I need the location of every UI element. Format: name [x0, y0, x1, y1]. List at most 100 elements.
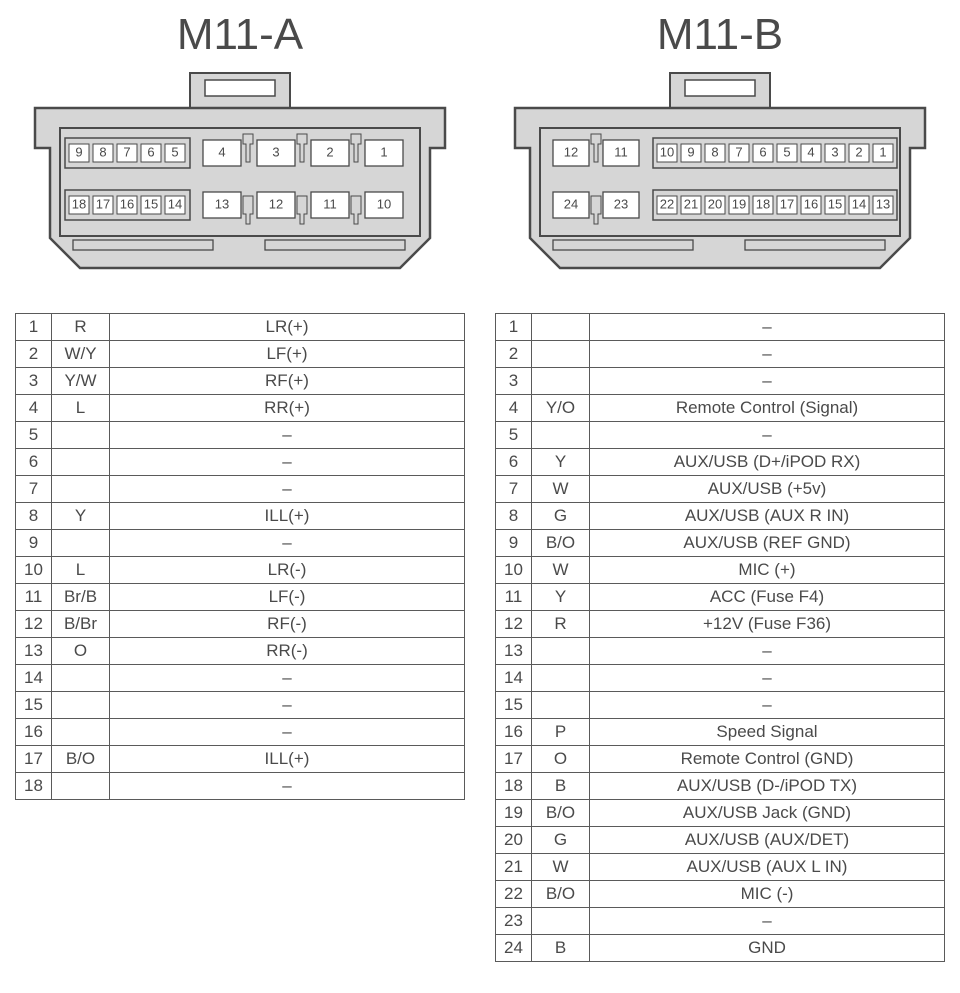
wire-color: B	[532, 935, 590, 962]
wire-color: B/O	[52, 746, 110, 773]
wire-color: Y/W	[52, 368, 110, 395]
svg-text:13: 13	[876, 196, 890, 211]
svg-text:4: 4	[218, 144, 225, 159]
pin-desc: LR(+)	[110, 314, 465, 341]
svg-text:21: 21	[684, 196, 698, 211]
pin-desc: –	[110, 665, 465, 692]
pin-desc: –	[110, 449, 465, 476]
table-row: 16PSpeed Signal	[496, 719, 945, 746]
pin-desc: ILL(+)	[110, 503, 465, 530]
wire-color: Y/O	[532, 395, 590, 422]
table-row: 18BAUX/USB (D-/iPOD TX)	[496, 773, 945, 800]
wire-color	[52, 422, 110, 449]
svg-text:9: 9	[75, 144, 82, 159]
table-row: 22B/OMIC (-)	[496, 881, 945, 908]
pin-desc: Speed Signal	[590, 719, 945, 746]
pin-number: 10	[16, 557, 52, 584]
svg-text:1: 1	[380, 144, 387, 159]
pin-number: 12	[496, 611, 532, 638]
table-row: 18–	[16, 773, 465, 800]
wire-color: Br/B	[52, 584, 110, 611]
pin-number: 7	[496, 476, 532, 503]
svg-text:15: 15	[144, 196, 158, 211]
wire-color	[52, 665, 110, 692]
pin-number: 15	[496, 692, 532, 719]
connector-b-title: M11-B	[495, 10, 945, 60]
pin-number: 23	[496, 908, 532, 935]
pin-desc: AUX/USB (D-/iPOD TX)	[590, 773, 945, 800]
wire-color	[532, 341, 590, 368]
table-row: 13–	[496, 638, 945, 665]
table-row: 23 –	[496, 908, 945, 935]
pin-desc: –	[590, 665, 945, 692]
pin-desc: AUX/USB (+5v)	[590, 476, 945, 503]
pin-number: 16	[496, 719, 532, 746]
svg-text:10: 10	[377, 196, 391, 211]
table-row: 14–	[496, 665, 945, 692]
table-row: 24BGND	[496, 935, 945, 962]
wire-color	[52, 773, 110, 800]
wire-color: Y	[532, 584, 590, 611]
diagram-container: M11-A 987654321181716151413121110 1RLR(+…	[10, 10, 950, 962]
wire-color: G	[532, 503, 590, 530]
wire-color: Y	[532, 449, 590, 476]
svg-text:24: 24	[564, 196, 578, 211]
pin-number: 3	[16, 368, 52, 395]
svg-text:13: 13	[215, 196, 229, 211]
svg-text:15: 15	[828, 196, 842, 211]
table-row: 19B/OAUX/USB Jack (GND)	[496, 800, 945, 827]
pin-number: 7	[16, 476, 52, 503]
pin-desc: LR(-)	[110, 557, 465, 584]
svg-text:5: 5	[783, 144, 790, 159]
wire-color	[532, 422, 590, 449]
pin-number: 6	[16, 449, 52, 476]
table-row: 1–	[496, 314, 945, 341]
pin-number: 5	[496, 422, 532, 449]
wire-color	[532, 368, 590, 395]
pin-desc: –	[590, 692, 945, 719]
table-row: 3–	[496, 368, 945, 395]
wire-color: R	[532, 611, 590, 638]
pin-number: 4	[496, 395, 532, 422]
svg-text:16: 16	[120, 196, 134, 211]
table-row: 4LRR(+)	[16, 395, 465, 422]
pin-desc: –	[110, 719, 465, 746]
pin-desc: AUX/USB (AUX/DET)	[590, 827, 945, 854]
pin-number: 8	[16, 503, 52, 530]
wire-color: P	[532, 719, 590, 746]
pin-number: 9	[496, 530, 532, 557]
pin-number: 18	[496, 773, 532, 800]
pin-desc: –	[110, 422, 465, 449]
pin-desc: RF(-)	[110, 611, 465, 638]
svg-text:7: 7	[735, 144, 742, 159]
table-row: 7WAUX/USB (+5v)	[496, 476, 945, 503]
table-row: 9B/OAUX/USB (REF GND)	[496, 530, 945, 557]
table-row: 1RLR(+)	[16, 314, 465, 341]
pin-desc: –	[590, 908, 945, 935]
svg-text:18: 18	[756, 196, 770, 211]
wire-color	[52, 692, 110, 719]
pin-desc: RR(-)	[110, 638, 465, 665]
pin-desc: AUX/USB (AUX L IN)	[590, 854, 945, 881]
pin-desc: ILL(+)	[110, 746, 465, 773]
wire-color	[532, 638, 590, 665]
pin-desc: GND	[590, 935, 945, 962]
pin-desc: AUX/USB Jack (GND)	[590, 800, 945, 827]
svg-text:14: 14	[168, 196, 182, 211]
wire-color	[52, 476, 110, 503]
pin-number: 24	[496, 935, 532, 962]
wire-color: G	[532, 827, 590, 854]
table-row: 7–	[16, 476, 465, 503]
pin-number: 6	[496, 449, 532, 476]
pin-number: 1	[16, 314, 52, 341]
pin-number: 13	[16, 638, 52, 665]
pin-desc: +12V (Fuse F36)	[590, 611, 945, 638]
connector-a-title: M11-A	[15, 10, 465, 60]
table-row: 5–	[496, 422, 945, 449]
pin-number: 17	[16, 746, 52, 773]
pin-desc: –	[590, 638, 945, 665]
connector-b-graphic: 121110987654321242322212019181716151413	[495, 68, 945, 288]
table-row: 5–	[16, 422, 465, 449]
pin-desc: Remote Control (GND)	[590, 746, 945, 773]
wire-color: B	[532, 773, 590, 800]
